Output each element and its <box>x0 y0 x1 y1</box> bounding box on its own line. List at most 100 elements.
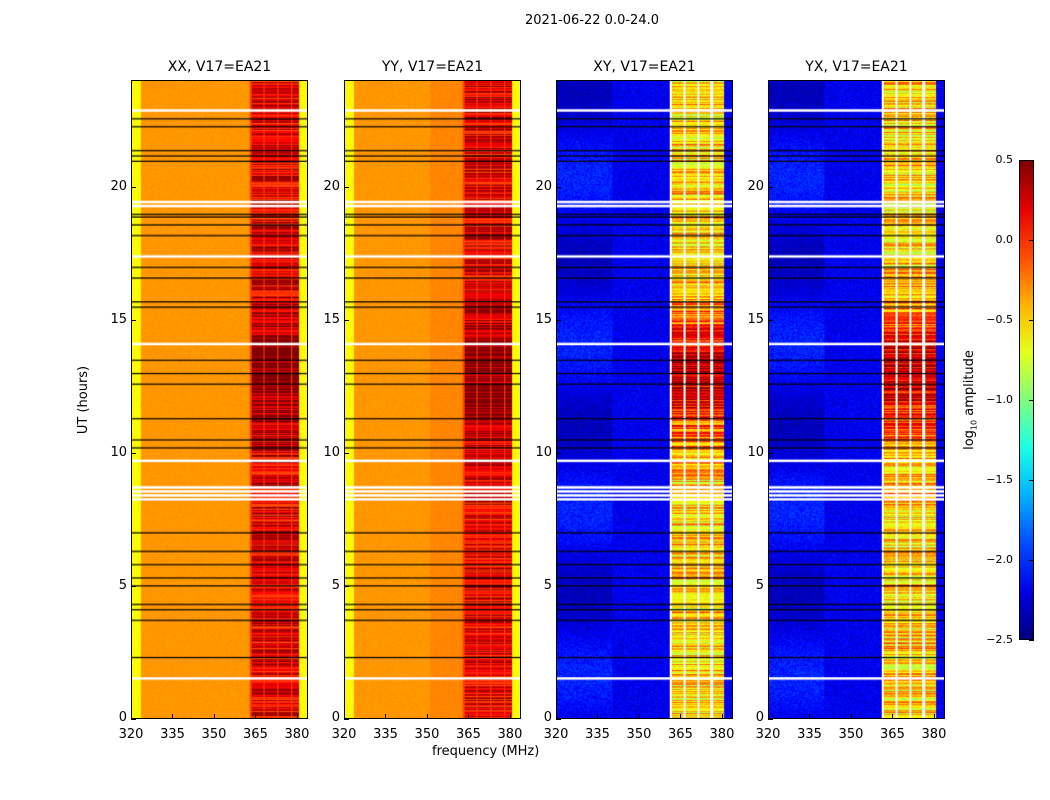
y-tick-mark <box>131 319 136 321</box>
y-tick-label: 10 <box>323 444 340 460</box>
x-tick-mark <box>850 714 852 719</box>
panel-title: YY, V17=EA21 <box>381 59 484 75</box>
y-tick-label: 10 <box>110 444 127 460</box>
colorbar-tick-label: −0.5 <box>986 313 1013 326</box>
y-tick-mark <box>556 452 561 454</box>
x-axis-label: frequency (MHz) <box>432 744 540 759</box>
y-tick-mark <box>556 319 561 321</box>
heatmap-panel-yy <box>344 80 521 719</box>
y-tick-mark <box>344 452 349 454</box>
x-tick-mark <box>426 714 428 719</box>
x-tick-label: 365 <box>880 727 905 742</box>
y-tick-mark <box>556 585 561 587</box>
x-tick-label: 320 <box>331 727 357 742</box>
heatmap-image <box>769 81 944 718</box>
x-tick-mark <box>509 714 511 719</box>
x-tick-label: 365 <box>668 727 693 742</box>
y-tick-mark <box>131 585 136 587</box>
y-tick-label: 10 <box>747 444 764 460</box>
x-tick-mark <box>638 714 640 719</box>
x-tick-label: 350 <box>626 727 652 742</box>
y-tick-mark <box>131 186 136 188</box>
x-tick-label: 365 <box>456 727 481 742</box>
x-tick-mark <box>385 714 387 719</box>
x-tick-mark <box>933 714 935 719</box>
y-tick-label: 5 <box>331 577 340 593</box>
y-tick-label: 20 <box>323 178 340 194</box>
colorbar-tick-mark <box>1029 160 1034 161</box>
x-tick-mark <box>255 714 257 719</box>
x-tick-label: 350 <box>414 727 440 742</box>
y-tick-mark <box>768 319 773 321</box>
x-tick-mark <box>468 714 470 719</box>
x-tick-mark <box>131 714 132 719</box>
colorbar-tick-label: −1.5 <box>986 473 1013 486</box>
x-tick-label: 335 <box>585 727 610 742</box>
x-tick-label: 380 <box>709 727 735 742</box>
panel-title: XX, V17=EA21 <box>167 59 272 75</box>
colorbar-tick-label: 0.0 <box>995 233 1014 246</box>
x-tick-mark <box>172 714 174 719</box>
x-tick-label: 350 <box>838 727 864 742</box>
y-tick-mark <box>344 585 349 587</box>
y-tick-label: 20 <box>535 178 552 194</box>
x-tick-label: 320 <box>755 727 781 742</box>
y-tick-label: 5 <box>755 577 764 593</box>
colorbar-tick-label: −2.0 <box>986 553 1013 566</box>
x-tick-label: 365 <box>243 727 268 742</box>
x-tick-label: 380 <box>921 727 947 742</box>
y-tick-mark <box>768 452 773 454</box>
x-tick-mark <box>680 714 682 719</box>
y-tick-mark <box>768 719 773 720</box>
figure-title: 2021-06-22 0.0-24.0 <box>525 13 659 28</box>
x-tick-mark <box>296 714 298 719</box>
y-tick-label: 0 <box>331 710 340 725</box>
colorbar-tick-label: −1.0 <box>986 393 1013 406</box>
x-tick-label: 320 <box>543 727 569 742</box>
colorbar-tick-mark <box>1029 640 1034 641</box>
x-tick-mark <box>556 714 557 719</box>
heatmap-panel-xx <box>131 80 308 719</box>
y-tick-label: 20 <box>110 178 127 194</box>
x-tick-label: 320 <box>118 727 144 742</box>
colorbar-tick-mark <box>1029 480 1034 481</box>
x-tick-mark <box>809 714 811 719</box>
colorbar-tick-mark <box>1029 240 1034 241</box>
x-tick-label: 335 <box>373 727 398 742</box>
y-tick-label: 5 <box>543 577 552 593</box>
y-tick-mark <box>131 719 136 720</box>
y-tick-label: 10 <box>535 444 552 460</box>
heatmap-panel-xy <box>556 80 733 719</box>
colorbar-tick-label: 0.5 <box>995 153 1014 166</box>
colorbar-label: log10 amplitude <box>962 350 979 450</box>
x-tick-label: 335 <box>797 727 822 742</box>
x-tick-mark <box>768 714 769 719</box>
panel-title: XY, V17=EA21 <box>593 59 696 75</box>
y-tick-mark <box>344 186 349 188</box>
y-tick-label: 0 <box>118 710 127 725</box>
y-tick-label: 15 <box>110 311 127 327</box>
y-tick-mark <box>344 319 349 321</box>
y-tick-label: 5 <box>118 577 127 593</box>
panel-title: YX, V17=EA21 <box>805 59 908 75</box>
y-axis-label: UT (hours) <box>76 365 91 435</box>
x-tick-label: 380 <box>284 727 310 742</box>
x-tick-mark <box>213 714 215 719</box>
x-tick-mark <box>344 714 345 719</box>
x-tick-label: 350 <box>201 727 227 742</box>
y-tick-label: 15 <box>747 311 764 327</box>
y-tick-label: 15 <box>323 311 340 327</box>
y-tick-mark <box>768 186 773 188</box>
y-tick-label: 0 <box>755 710 764 725</box>
x-tick-mark <box>892 714 894 719</box>
y-tick-mark <box>768 585 773 587</box>
y-tick-label: 20 <box>747 178 764 194</box>
colorbar-tick-mark <box>1029 400 1034 401</box>
y-tick-label: 0 <box>543 710 552 725</box>
y-tick-mark <box>556 186 561 188</box>
colorbar-tick-mark <box>1029 560 1034 561</box>
y-tick-label: 15 <box>535 311 552 327</box>
colorbar-tick-mark <box>1029 320 1034 321</box>
colorbar-tick-label: −2.5 <box>986 633 1013 646</box>
